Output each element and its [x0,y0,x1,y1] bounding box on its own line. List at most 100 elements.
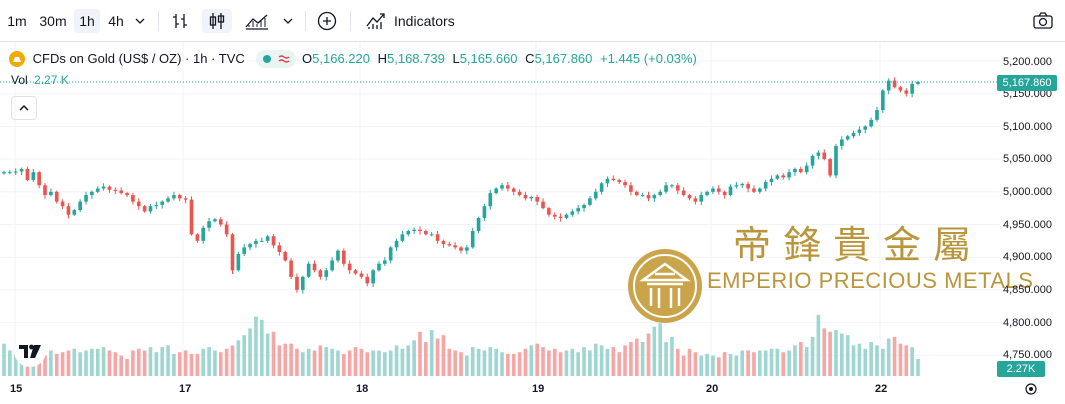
volume-bar [49,350,53,376]
volume-bar [511,353,516,376]
volume-bar [78,352,82,376]
candle [857,129,862,133]
volume-bar [529,345,534,376]
compare-plus-icon[interactable] [315,9,339,33]
volume-bar [781,352,786,376]
volume-bar [60,352,65,376]
volume-bar [804,347,809,376]
candle [892,80,897,88]
volume-bar [793,345,797,376]
volume-bar [224,348,229,376]
volume-bar [564,350,569,376]
volume-bar [658,323,663,376]
volume-bar [330,348,334,376]
candle [306,263,311,277]
open-value: 5,166.220 [312,50,370,66]
candle [886,80,891,91]
volume-bar [687,348,692,376]
candle [60,201,65,207]
volume-bar [845,335,850,376]
interval-1h-button[interactable]: 1h [74,9,100,33]
candle [242,247,247,254]
volume-bar [107,350,112,376]
interval-4h-button[interactable]: 4h [108,13,124,29]
candle [851,132,856,137]
volume-bar [136,348,141,376]
area-chart-icon[interactable] [243,9,271,33]
candle [793,168,797,173]
candle [295,276,299,290]
volume-bar [810,336,815,376]
candle [54,191,59,202]
candle [342,250,346,264]
market-status-badge[interactable] [256,49,297,68]
candle [769,178,774,182]
candle [107,186,112,190]
candle [277,245,282,252]
interval-30m-button[interactable]: 30m [39,13,67,29]
volume-bar [728,353,733,376]
volume-bar [769,348,774,376]
candle [482,206,487,218]
camera-icon[interactable] [1031,9,1055,33]
candle [593,191,598,199]
volume-bar [646,333,651,376]
volume-bar [43,355,47,376]
candle [101,186,106,189]
chevron-down-icon[interactable] [132,9,148,33]
volume-bar [799,342,803,376]
volume-bar [523,348,528,376]
symbol-title[interactable]: CFDs on Gold (US$ / OZ) · 1h · TVC [32,50,245,66]
candle [259,240,264,242]
candle [388,247,393,261]
candle [371,270,375,284]
indicators-button[interactable]: Indicators [364,9,474,33]
candle [224,224,229,235]
candle [488,193,493,207]
chevron-down-icon[interactable] [280,9,296,33]
settings-gear-icon[interactable] [1024,382,1038,396]
volume-bar [582,347,586,376]
volume-bar [336,350,340,376]
low-value: 5,165.660 [459,50,518,66]
volume-bar [131,350,135,376]
candles-chart-icon[interactable] [202,9,232,33]
price-chart[interactable] [0,42,1000,376]
candle [763,181,768,189]
close-label: C [525,50,535,66]
candle [429,234,434,236]
candle [881,90,885,111]
collapse-legend-button[interactable] [11,96,37,120]
volume-bar [148,347,153,376]
volume-bar [435,338,440,376]
candle [160,201,165,205]
volume-bar [271,331,276,376]
last-price-label: 5,167.860 [997,75,1057,91]
candle [869,119,873,127]
interval-1m-button[interactable]: 1m [7,13,27,29]
volume-bar [547,350,551,376]
volume-bar [400,348,405,376]
candle [447,244,452,246]
candle [119,190,123,194]
y-tick-label: 4,900.000 [1003,251,1052,263]
high-value: 5,168.739 [387,50,445,66]
x-tick-label: 22 [875,383,888,395]
y-tick-label: 4,950.000 [1003,219,1052,231]
close-value: 5,167.860 [534,50,593,66]
volume-bar [834,330,838,376]
volume-bar [740,350,745,376]
volume-bar [283,343,288,376]
candle [131,195,135,202]
volume-bar [746,350,750,376]
candle [910,83,914,94]
bars-chart-icon[interactable] [168,9,192,33]
candle [312,263,317,271]
candle [383,260,387,264]
volume-bar [670,336,674,376]
volume-bar [265,333,270,376]
candle [804,165,809,173]
volume-bar [734,355,739,376]
candle [336,250,340,261]
y-tick-label: 5,150.000 [1003,88,1052,100]
